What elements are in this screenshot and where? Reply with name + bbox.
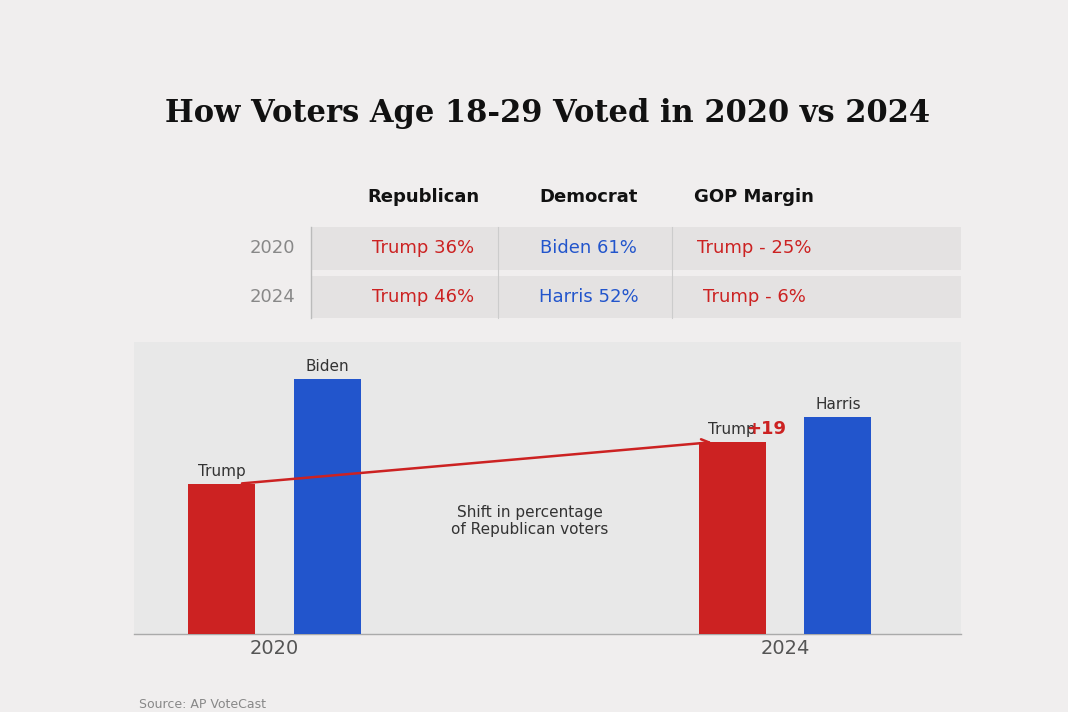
Bar [312, 276, 961, 318]
Text: Trump - 6%: Trump - 6% [703, 288, 805, 306]
Bar [804, 417, 871, 634]
Text: Trump 46%: Trump 46% [372, 288, 474, 306]
Text: Shift in percentage
of Republican voters: Shift in percentage of Republican voters [451, 505, 609, 538]
Text: Democrat: Democrat [539, 188, 638, 206]
Text: Source: AP VoteCast: Source: AP VoteCast [139, 698, 266, 711]
Text: Trump - 25%: Trump - 25% [697, 239, 812, 257]
Text: Trump 36%: Trump 36% [372, 239, 474, 257]
Text: GOP Margin: GOP Margin [694, 188, 814, 206]
Text: 2020: 2020 [250, 239, 295, 257]
Text: Trump: Trump [198, 464, 246, 478]
Text: Biden 61%: Biden 61% [540, 239, 638, 257]
Bar [188, 483, 255, 634]
Text: Harris 52%: Harris 52% [539, 288, 639, 306]
Text: Trump: Trump [708, 422, 756, 437]
Text: Harris: Harris [815, 397, 861, 412]
Bar [698, 442, 766, 634]
Text: Republican: Republican [367, 188, 480, 206]
Text: +19: +19 [747, 420, 786, 438]
Bar [312, 227, 961, 270]
Text: How Voters Age 18-29 Voted in 2020 vs 2024: How Voters Age 18-29 Voted in 2020 vs 20… [164, 98, 930, 129]
Text: Biden: Biden [305, 360, 349, 375]
Text: 2024: 2024 [249, 288, 295, 306]
Bar [294, 379, 361, 634]
